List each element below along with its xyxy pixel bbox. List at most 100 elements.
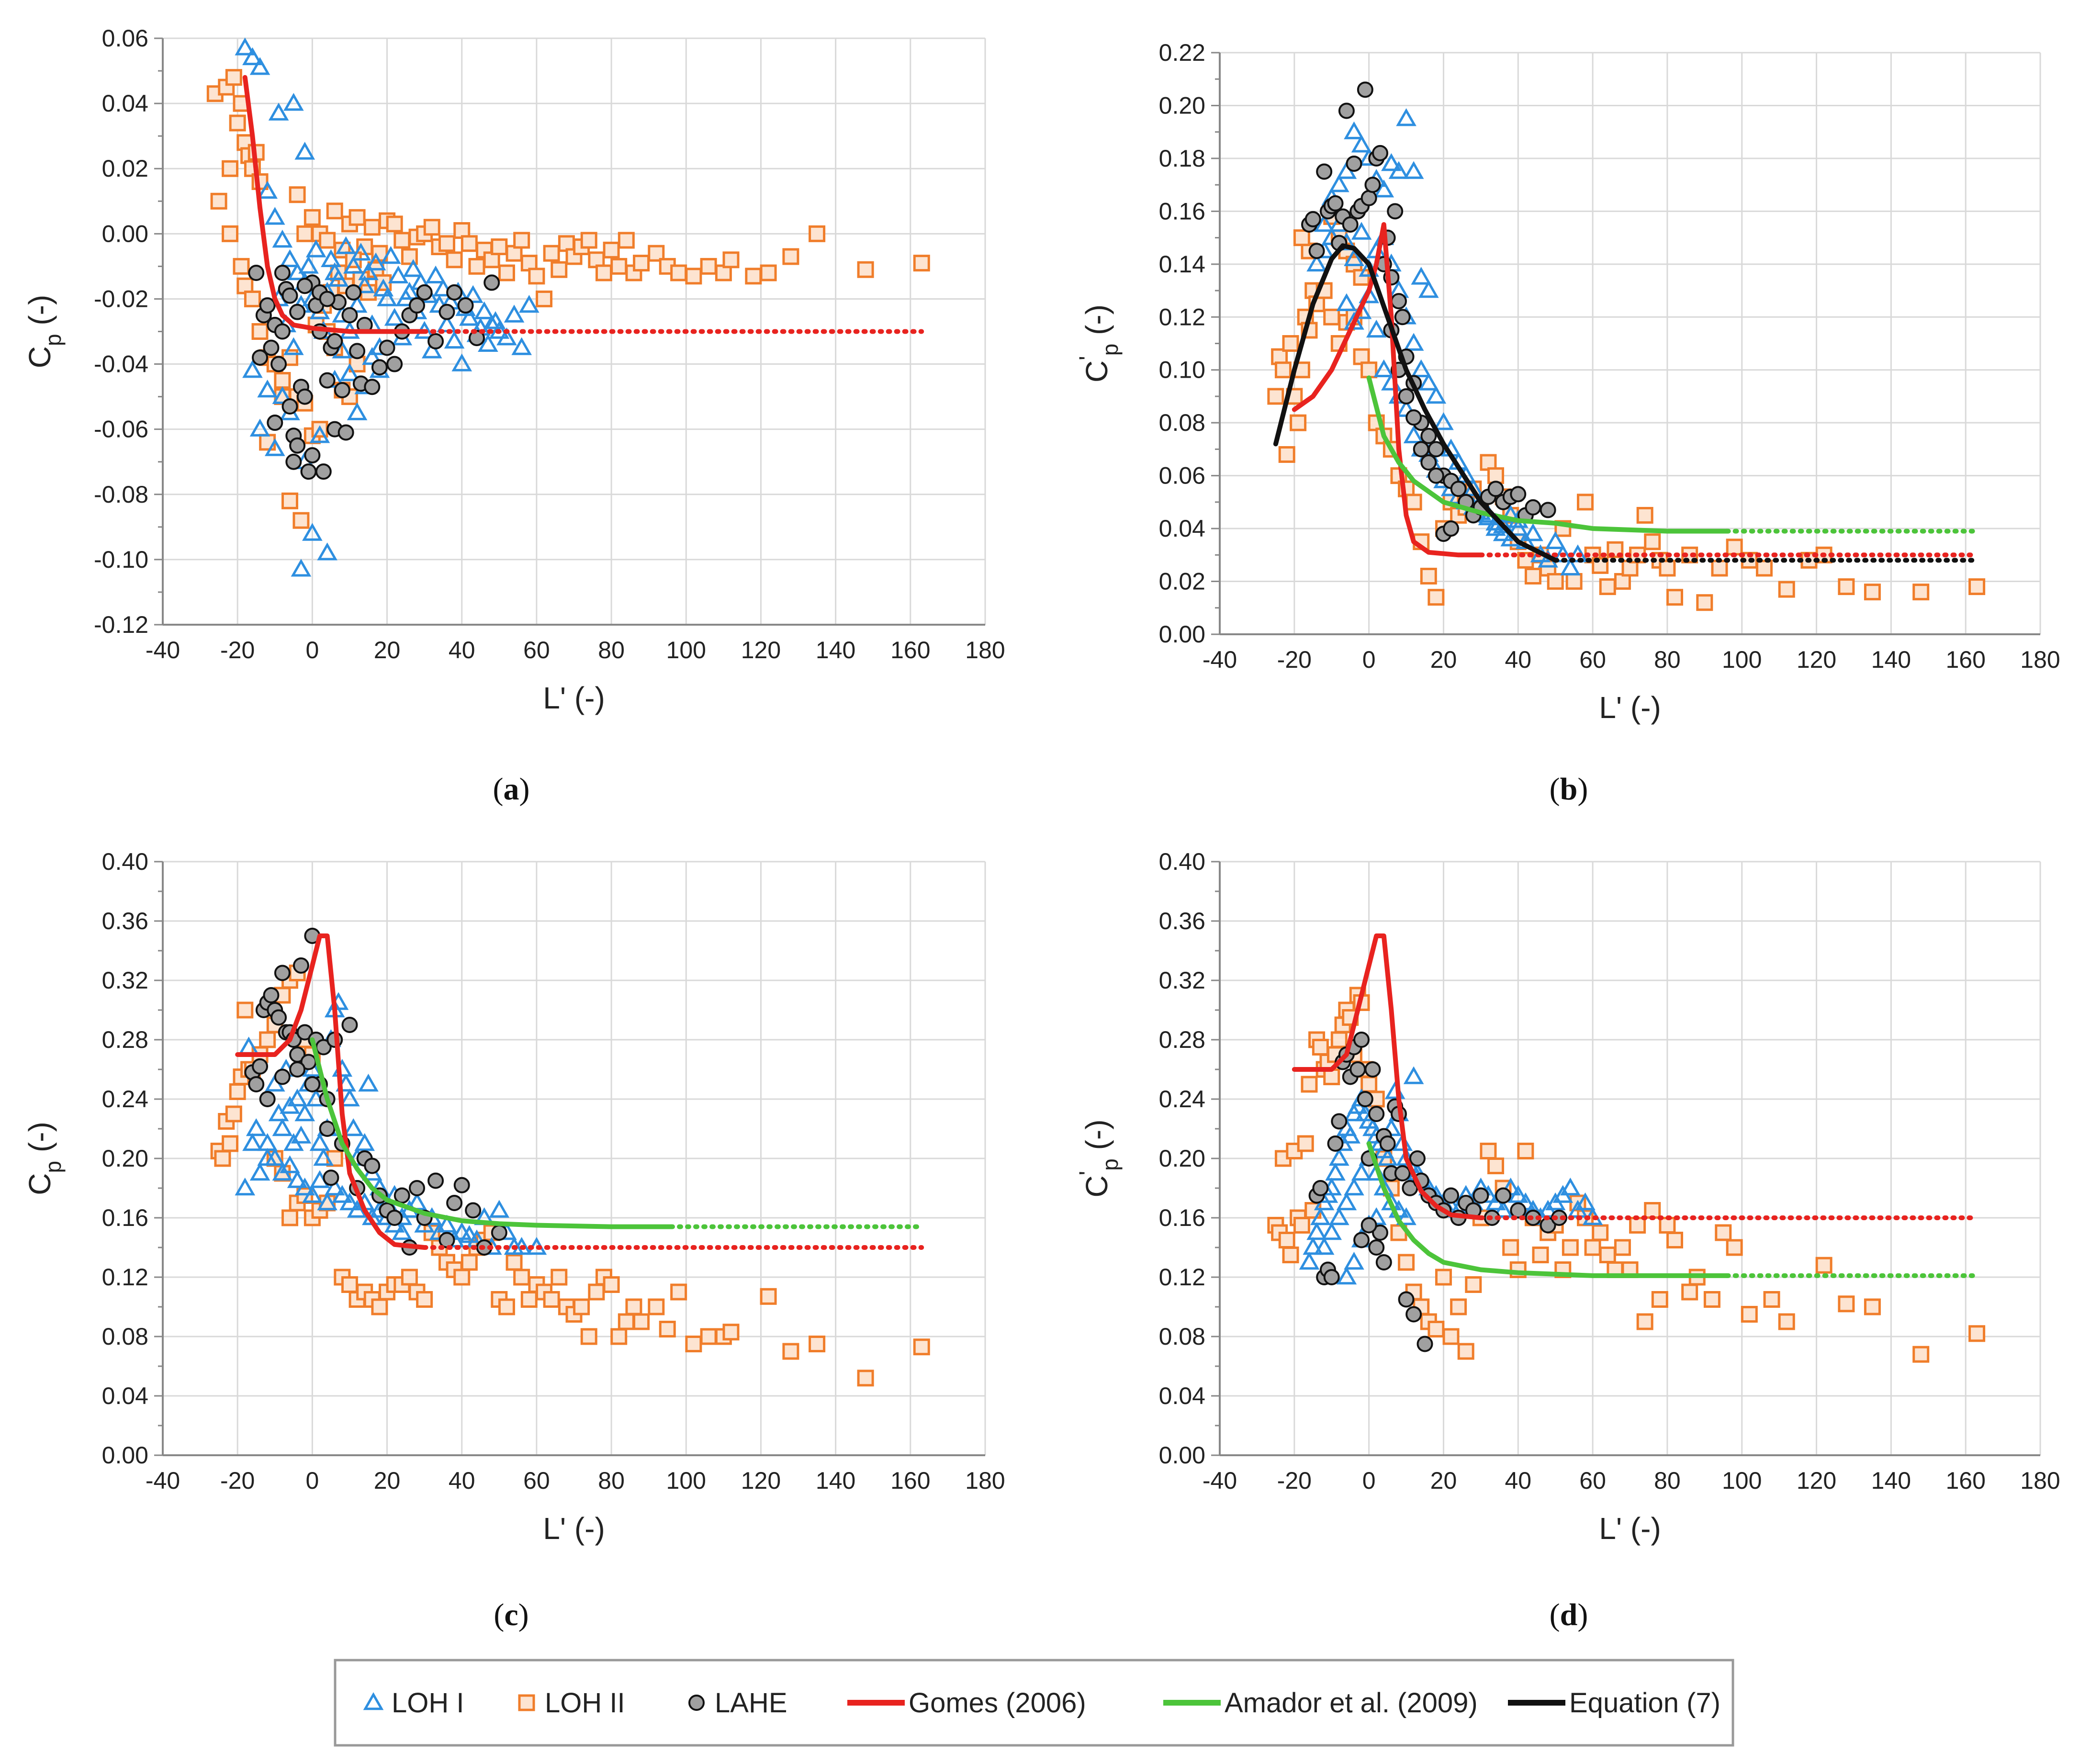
y-tick-label: 0.06: [102, 25, 148, 52]
loh1-point: [518, 295, 540, 313]
loh2-point: [1428, 1321, 1445, 1337]
loh1-point: [1373, 180, 1394, 198]
lahe-point: [289, 437, 306, 454]
loh1-point: [1336, 1266, 1357, 1285]
loh1-point: [328, 269, 349, 287]
lahe-point: [1357, 81, 1373, 98]
loh1-point: [313, 1147, 334, 1166]
x-tick-label: 140: [1871, 646, 1911, 673]
loh2-point: [595, 264, 612, 281]
lahe-point: [248, 265, 265, 281]
y-axis-label: C'p (-): [1074, 1119, 1123, 1197]
loh2-point: [1502, 1239, 1519, 1256]
loh1-point: [474, 301, 495, 319]
loh1-point: [283, 93, 304, 111]
y-axis-label-sup: ': [1074, 1171, 1101, 1176]
loh1-point: [1381, 153, 1402, 171]
loh2-point: [274, 372, 291, 389]
loh2-point: [1487, 467, 1505, 484]
y-tick-label: 0.00: [102, 1442, 148, 1469]
lahe-point: [1323, 1269, 1340, 1285]
x-axis-label: L' (-): [543, 1511, 605, 1546]
loh2-point: [393, 232, 411, 249]
loh2-point: [229, 114, 246, 132]
loh1-point: [384, 308, 405, 326]
lahe-point: [1372, 145, 1389, 161]
loh2-point: [1274, 361, 1292, 379]
y-tick-label: 0.10: [1159, 357, 1205, 383]
loh1-point: [1403, 161, 1424, 179]
y-tick-label: 0.20: [1159, 92, 1205, 119]
y-tick-label: 0.12: [1159, 303, 1205, 330]
loh2-point: [603, 1276, 620, 1293]
y-tick-label: 0.14: [1159, 251, 1205, 278]
panel-label-close: ): [519, 772, 530, 807]
loh1-point: [362, 347, 382, 365]
y-tick-label: 0.36: [102, 908, 148, 934]
loh1-point: [280, 249, 300, 268]
loh1-point: [504, 304, 525, 323]
x-tick-label: 80: [1654, 646, 1681, 673]
y-tick-label: 0.20: [1159, 1145, 1205, 1172]
loh2-point: [1577, 494, 1594, 511]
loh1-point: [1351, 135, 1372, 153]
loh1-point: [1545, 531, 1566, 549]
y-axis-label-sub: p: [1098, 344, 1123, 356]
y-tick-label: 0.08: [102, 1323, 148, 1350]
x-tick-label: 100: [666, 1467, 706, 1494]
loh2-point: [326, 202, 343, 220]
loh1-point: [1329, 1207, 1349, 1225]
lahe-point: [364, 379, 381, 395]
y-tick-label: 0.12: [1159, 1264, 1205, 1291]
x-tick-label: 140: [816, 1467, 855, 1494]
lahe-point: [1394, 309, 1411, 326]
x-tick-label: 160: [890, 637, 930, 663]
loh1-point: [358, 1073, 379, 1092]
loh2-point: [1599, 1247, 1616, 1263]
lahe-point: [1346, 155, 1362, 172]
y-tick-label: -0.08: [94, 481, 148, 508]
loh2-point: [573, 1298, 590, 1315]
legend-item: LOH I: [363, 1687, 464, 1719]
lahe-point: [1405, 409, 1422, 426]
lahe-point: [1428, 467, 1444, 484]
chart-panel-d: -40 -20 0 20 40 60 80 100 120 140 160 180 0.00 0.04 0.…: [1074, 848, 2060, 1632]
loh1-point: [1340, 1125, 1360, 1144]
loh2-point: [461, 1254, 478, 1271]
loh2-point: [1726, 539, 1743, 556]
lahe-point: [1353, 1232, 1370, 1248]
lahe-point: [341, 307, 358, 324]
loh1-point: [291, 1125, 312, 1144]
loh2-point: [281, 1209, 299, 1226]
loh2-point: [222, 160, 239, 177]
loh2-point: [782, 248, 799, 265]
lahe-point: [1390, 293, 1407, 310]
y-tick-label: 0.16: [102, 1204, 148, 1231]
y-tick-label: 0.18: [1159, 145, 1205, 172]
loh2-point: [685, 268, 702, 285]
x-tick-label: 80: [598, 1467, 625, 1494]
loh1-point: [1325, 1162, 1346, 1181]
loh2-point: [423, 219, 440, 236]
loh2-point: [453, 1269, 471, 1286]
loh1-point: [1388, 161, 1409, 179]
legend-marker: [518, 1694, 535, 1711]
loh2-point: [401, 1269, 418, 1286]
lahe-point: [300, 463, 317, 480]
y-tick-label: -0.04: [94, 351, 148, 378]
loh1-point: [1306, 253, 1327, 272]
loh2-point: [513, 1269, 530, 1286]
y-tick-label: 0.32: [1159, 967, 1205, 994]
loh2-point: [857, 261, 874, 278]
lahe-point: [319, 372, 336, 389]
loh2-point: [289, 186, 306, 203]
lahe-point: [296, 1024, 313, 1041]
loh1-point: [1418, 372, 1439, 391]
loh2-point: [700, 1328, 717, 1345]
loh2-point: [468, 258, 485, 275]
loh1-point: [305, 239, 326, 258]
loh1-point: [1310, 1207, 1331, 1225]
loh2-point: [1912, 584, 1930, 601]
lahe-point: [1353, 1032, 1370, 1048]
